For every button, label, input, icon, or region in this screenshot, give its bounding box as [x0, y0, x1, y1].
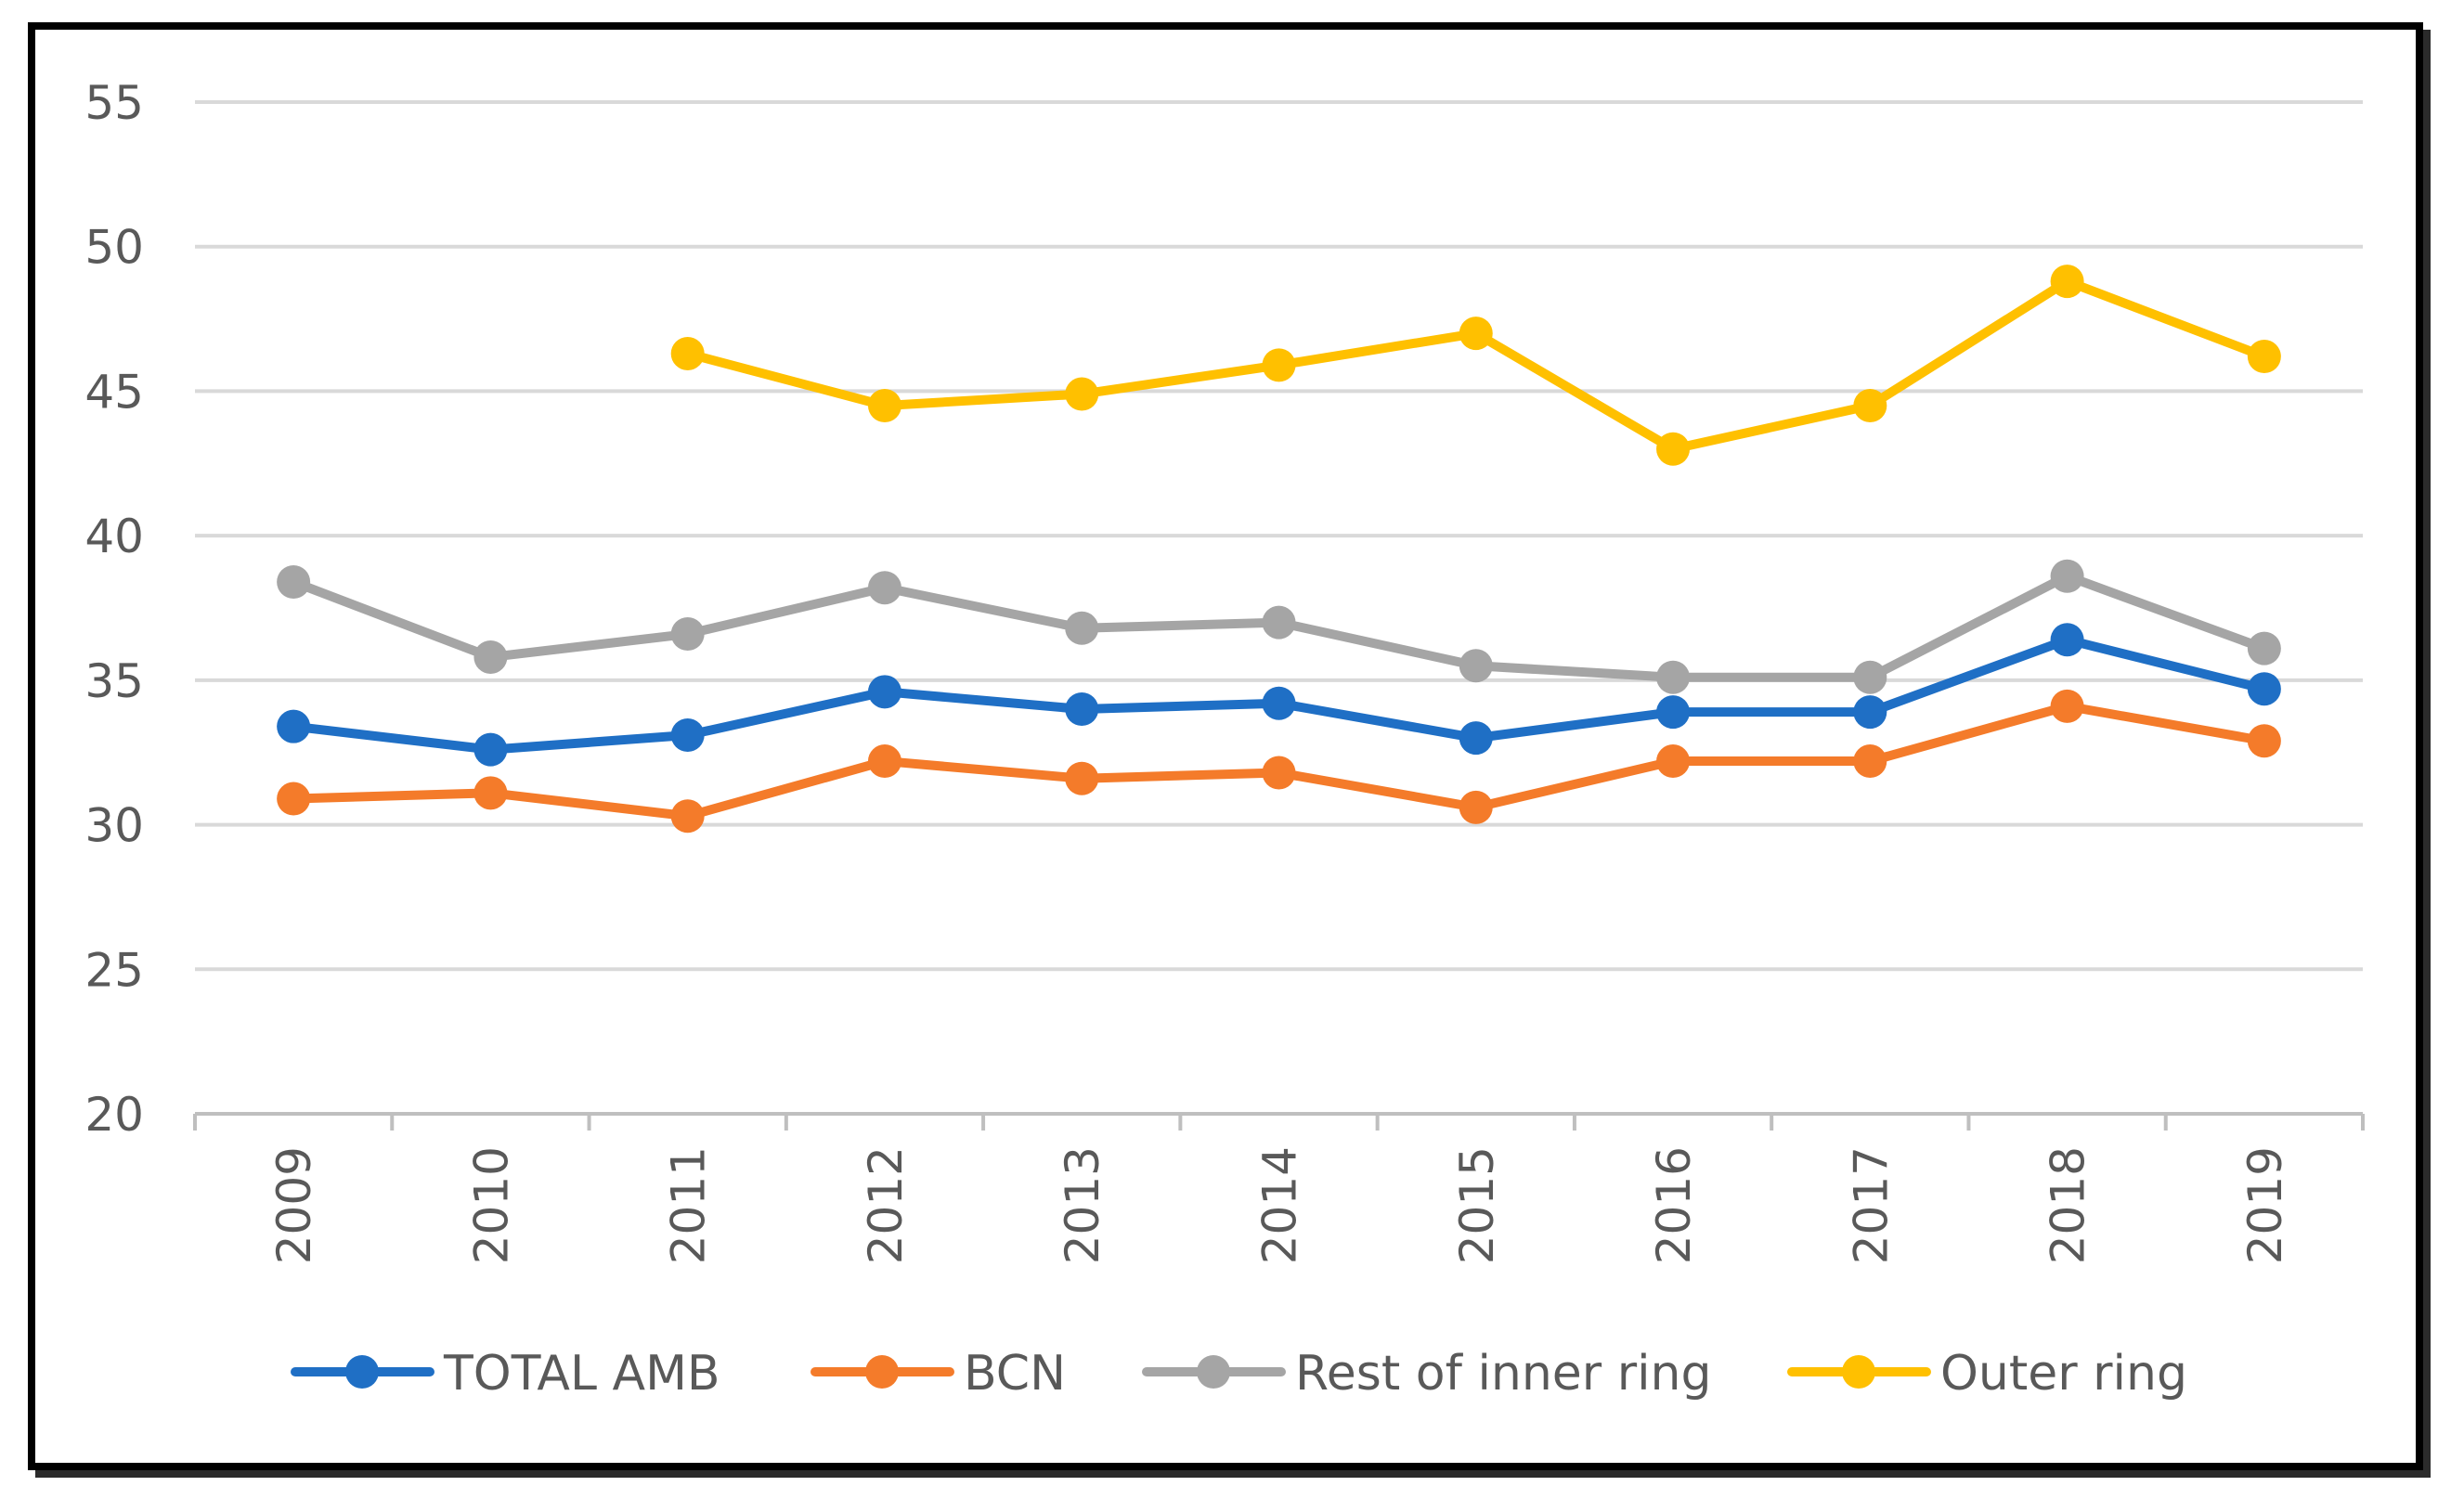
- data-point-bcn-2013: [1065, 761, 1099, 795]
- data-point-total-amb-2011: [670, 718, 705, 753]
- x-tick-label-2014: 2014: [1253, 1146, 1307, 1264]
- x-tick-label-2019: 2019: [2238, 1146, 2292, 1264]
- legend-item-outer-ring: Outer ring: [1787, 1346, 2187, 1402]
- data-point-bcn-2011: [670, 799, 705, 833]
- data-point-outer-ring-2013: [1065, 377, 1099, 411]
- data-point-total-amb-2018: [2050, 623, 2084, 657]
- data-point-outer-ring-2016: [1656, 432, 1691, 466]
- series-lines: [277, 265, 2281, 833]
- data-point-bcn-2016: [1656, 744, 1691, 779]
- data-point-total-amb-2019: [2247, 672, 2281, 706]
- data-point-total-amb-2009: [277, 709, 311, 743]
- data-point-rest-of-inner-ring-2011: [670, 617, 705, 652]
- series-line-outer-ring: [682, 277, 2269, 454]
- y-tick-label-45: 45: [84, 365, 144, 419]
- x-tick-label-2011: 2011: [662, 1146, 716, 1264]
- y-tick-label-40: 40: [84, 510, 144, 563]
- data-point-rest-of-inner-ring-2015: [1459, 649, 1493, 683]
- data-point-bcn-2014: [1262, 756, 1296, 790]
- y-tick-label-20: 20: [84, 1088, 144, 1142]
- legend-swatch-marker: [865, 1355, 899, 1389]
- data-point-outer-ring-2012: [867, 389, 901, 422]
- data-point-bcn-2012: [867, 744, 901, 779]
- legend-label-bcn: BCN: [964, 1346, 1066, 1402]
- legend-swatch-marker: [1197, 1355, 1230, 1389]
- gridlines: [195, 100, 2363, 972]
- data-point-total-amb-2015: [1459, 721, 1493, 756]
- y-tick-label-50: 50: [84, 221, 144, 275]
- data-point-bcn-2019: [2247, 724, 2281, 758]
- y-tick-label-35: 35: [84, 654, 144, 708]
- data-point-rest-of-inner-ring-2010: [473, 640, 508, 674]
- data-point-bcn-2018: [2050, 689, 2084, 723]
- data-point-bcn-2017: [1853, 744, 1887, 779]
- legend-swatch-marker: [345, 1355, 379, 1389]
- x-tick-label-2016: 2016: [1647, 1146, 1701, 1264]
- series-outer-ring: [670, 265, 2281, 466]
- data-point-rest-of-inner-ring-2013: [1065, 611, 1099, 645]
- data-point-rest-of-inner-ring-2014: [1262, 605, 1296, 640]
- data-point-outer-ring-2014: [1262, 348, 1296, 382]
- x-tick-label-2012: 2012: [859, 1146, 913, 1264]
- data-point-outer-ring-2019: [2247, 340, 2281, 374]
- data-point-rest-of-inner-ring-2012: [867, 571, 901, 605]
- series-rest-of-inner-ring: [277, 559, 2281, 694]
- x-axis-tick-labels: 2009 2010 2011 2012 2013 2014 2015 2016 2017 2018…: [267, 1146, 2292, 1264]
- series-total-amb: [277, 623, 2281, 767]
- data-point-bcn-2015: [1459, 790, 1493, 824]
- legend-label-outer-ring: Outer ring: [1940, 1346, 2187, 1402]
- legend-label-total-amb: TOTAL AMB: [443, 1346, 720, 1402]
- data-point-total-amb-2013: [1065, 692, 1099, 726]
- y-axis-tick-labels: 20 25 30 35 40 45 50 55: [84, 76, 144, 1142]
- data-point-outer-ring-2018: [2050, 265, 2084, 299]
- data-point-rest-of-inner-ring-2019: [2247, 631, 2281, 666]
- data-point-rest-of-inner-ring-2016: [1656, 660, 1691, 694]
- data-point-outer-ring-2011: [670, 336, 705, 370]
- x-tick-label-2018: 2018: [2042, 1146, 2095, 1264]
- data-point-rest-of-inner-ring-2017: [1853, 660, 1887, 694]
- legend-item-total-amb: TOTAL AMB: [291, 1346, 720, 1402]
- data-point-rest-of-inner-ring-2018: [2050, 559, 2084, 593]
- y-tick-label-25: 25: [84, 943, 144, 997]
- legend-label-rest-of-inner-ring: Rest of inner ring: [1295, 1346, 1712, 1402]
- legend: TOTAL AMB BCN Rest of inner ring Outer ring: [291, 1346, 2187, 1402]
- data-point-bcn-2009: [277, 782, 311, 816]
- data-point-rest-of-inner-ring-2009: [277, 564, 311, 599]
- data-point-total-amb-2016: [1656, 695, 1691, 730]
- data-point-bcn-2010: [473, 776, 508, 810]
- data-point-total-amb-2014: [1262, 686, 1296, 720]
- legend-item-rest-of-inner-ring: Rest of inner ring: [1142, 1346, 1712, 1402]
- x-tick-label-2010: 2010: [464, 1146, 518, 1264]
- data-point-outer-ring-2017: [1853, 389, 1887, 422]
- x-tick-label-2013: 2013: [1056, 1146, 1109, 1264]
- x-tick-label-2017: 2017: [1844, 1146, 1898, 1264]
- y-tick-label-55: 55: [84, 76, 144, 130]
- series-bcn: [277, 689, 2281, 833]
- legend-item-bcn: BCN: [811, 1346, 1066, 1402]
- data-point-total-amb-2017: [1853, 695, 1887, 730]
- legend-swatch-marker: [1842, 1355, 1875, 1389]
- x-tick-label-2015: 2015: [1450, 1146, 1504, 1264]
- x-tick-label-2009: 2009: [267, 1146, 321, 1264]
- data-point-total-amb-2010: [473, 732, 508, 767]
- data-point-outer-ring-2015: [1459, 317, 1493, 351]
- y-tick-label-30: 30: [84, 799, 144, 853]
- x-axis: [193, 1112, 2365, 1131]
- data-point-total-amb-2012: [867, 675, 901, 709]
